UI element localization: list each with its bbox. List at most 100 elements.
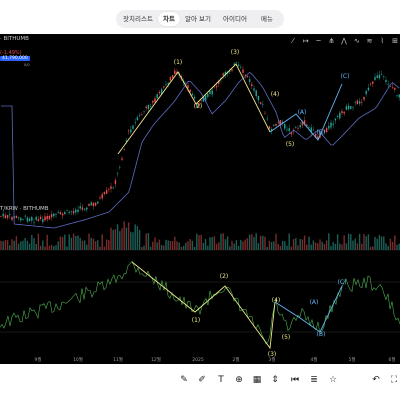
volume-bar — [396, 244, 398, 250]
star-icon[interactable]: ☆ — [328, 375, 338, 385]
time-axis-label: 11월 — [113, 356, 123, 363]
xabcd-icon[interactable]: ⋀ — [341, 37, 347, 45]
candle — [350, 105, 352, 110]
layers-icon[interactable]: ≣ — [310, 375, 318, 385]
text-icon[interactable]: T — [218, 375, 224, 385]
volume-bar — [136, 226, 139, 250]
price-range-icon[interactable]: ⇕ — [271, 375, 279, 385]
volume-bar — [253, 237, 255, 250]
horizontal-ray-icon[interactable]: ↦ — [302, 37, 309, 45]
candle — [196, 103, 198, 108]
fullscreen-icon[interactable]: ⛶ — [390, 375, 398, 385]
volume-bar — [288, 233, 290, 250]
calendar-icon[interactable]: ▦ — [252, 375, 262, 385]
candle — [288, 124, 290, 134]
volume-bar — [72, 233, 75, 250]
candle — [202, 97, 205, 103]
volume-bar — [61, 236, 64, 250]
candle — [165, 80, 167, 87]
candle — [97, 201, 99, 205]
volume-bar — [185, 242, 187, 250]
volume-bar — [44, 246, 46, 250]
tab-watchlist[interactable]: 잣치리스트 — [123, 15, 153, 23]
candle — [345, 103, 348, 111]
volume-bar — [103, 246, 106, 250]
pencil-icon[interactable]: ✎ — [180, 375, 188, 385]
tab-menu[interactable]: 메뉴 — [261, 15, 273, 23]
candle — [101, 192, 103, 201]
volume-bar — [275, 233, 277, 250]
add-icon[interactable]: ⊕ — [235, 375, 243, 385]
volume-bar — [123, 221, 125, 250]
candle — [79, 202, 81, 211]
volume-bar — [372, 246, 374, 250]
volume-bar — [323, 244, 326, 250]
osc-wave-label: (C) — [338, 279, 347, 286]
candle — [284, 123, 286, 131]
volume-bar — [35, 243, 37, 250]
volume-bar — [145, 233, 147, 250]
candle — [200, 100, 202, 104]
brush-icon[interactable]: ⌇ — [380, 37, 384, 45]
volume-bar — [328, 233, 330, 250]
candle — [385, 76, 387, 86]
candle — [147, 104, 150, 113]
measure-icon[interactable]: ⊞ — [392, 37, 398, 45]
candle — [141, 112, 143, 116]
candle — [81, 204, 84, 212]
candle — [310, 124, 312, 137]
wave-label: (5) — [286, 141, 295, 148]
candle — [15, 214, 18, 219]
candle — [240, 64, 242, 69]
volume-bar — [374, 236, 376, 250]
oscillator-wave-line — [131, 261, 276, 350]
candle — [347, 102, 350, 111]
elliott-wave-icon[interactable]: ∿ — [353, 37, 360, 45]
volume-bar — [308, 236, 310, 250]
volume-bar — [110, 227, 112, 250]
candle — [369, 82, 372, 87]
candle — [94, 202, 97, 207]
fib-icon[interactable]: ≋ — [366, 37, 373, 45]
brush-icon[interactable]: ✐ — [198, 375, 206, 385]
skip-back-icon[interactable]: ⏮ — [290, 375, 300, 385]
candle — [92, 201, 95, 210]
volume-bar — [24, 237, 26, 250]
volume-bar — [290, 246, 293, 250]
volume-bar — [209, 237, 211, 250]
volume-bar — [224, 239, 227, 250]
tab-explore[interactable]: 알아 보기 — [185, 15, 211, 23]
volume-bar — [266, 246, 268, 250]
volume-bar — [317, 243, 319, 250]
volume-bar — [191, 240, 194, 250]
time-axis-label: 12월 — [151, 356, 161, 363]
symbol-label[interactable]: · BITHUMB — [0, 36, 29, 42]
undo-icon[interactable]: ↶ — [372, 375, 380, 385]
ray-icon[interactable]: ─ — [316, 37, 321, 45]
time-axis: 9월 10월 11월 12월 2025 2월 3월 4월 5월 6월 — [34, 356, 395, 363]
osc-wave-label: (A) — [310, 299, 319, 306]
candle — [257, 95, 260, 104]
volume-bar — [240, 239, 242, 250]
price-chart[interactable]: (1) (2) (3) (4) (5) (A) (B) (C) (1) (2) (3) (4) (5)… — [0, 34, 400, 364]
tab-ideas[interactable]: 아이디어 — [223, 15, 247, 23]
volume-bar — [141, 246, 143, 250]
candle — [363, 96, 365, 102]
volume-bar — [158, 239, 161, 250]
volume-bar — [277, 243, 279, 250]
volume-bar — [77, 235, 79, 250]
trend-line-icon[interactable]: ⁄ — [292, 37, 294, 45]
pitchfork-icon[interactable]: ⋔ — [328, 37, 335, 45]
volume-bar — [50, 244, 53, 250]
candle — [39, 214, 42, 221]
candle — [242, 66, 244, 77]
candle — [0, 215, 2, 218]
volume-bar — [358, 233, 361, 250]
volume-bar — [101, 234, 103, 250]
candle — [127, 129, 130, 135]
candle — [198, 100, 200, 108]
volume-bar — [334, 243, 337, 250]
tab-chart[interactable]: 차트 — [158, 12, 180, 26]
volume-bar — [20, 241, 22, 250]
